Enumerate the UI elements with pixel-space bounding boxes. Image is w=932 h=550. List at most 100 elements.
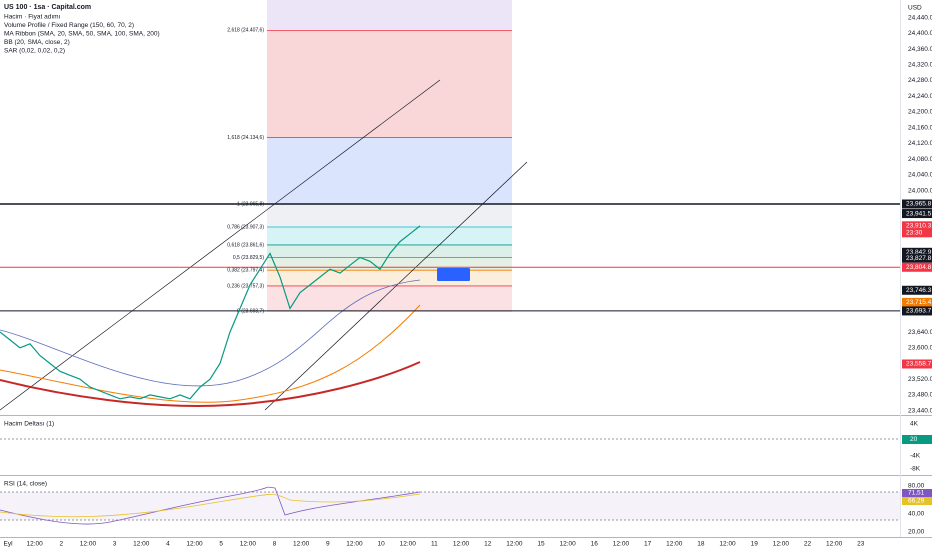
indicator-label: Hacim · Fiyat adımı bbox=[4, 14, 61, 21]
price-badge bbox=[902, 306, 932, 316]
price-tick-label: 24,040.0 bbox=[908, 172, 932, 179]
indicator-label: BB (20, SMA, close, 2) bbox=[4, 39, 70, 46]
time-tick-label: 17 bbox=[644, 541, 652, 548]
price-badge bbox=[902, 199, 932, 209]
time-tick-label: 12:00 bbox=[240, 541, 257, 548]
time-tick-label: 12:00 bbox=[666, 541, 683, 548]
price-tick-label: 24,280.0 bbox=[908, 77, 932, 84]
price-badge-label: 23,746.3 bbox=[906, 287, 932, 294]
time-tick-label: 12:00 bbox=[773, 541, 790, 548]
fib-zone-band bbox=[267, 257, 512, 271]
time-tick-label: 5 bbox=[219, 541, 223, 548]
time-tick-label: 11 bbox=[431, 541, 438, 548]
delta-tick-label: -4K bbox=[910, 453, 921, 460]
position-box[interactable] bbox=[437, 268, 470, 281]
price-tick-label: 24,200.0 bbox=[908, 109, 932, 116]
price-tick-label: 24,440.0 bbox=[908, 14, 932, 21]
currency: USD bbox=[908, 5, 922, 12]
pane-title: RSI (14, close) bbox=[4, 481, 47, 488]
time-tick-label: 12:00 bbox=[293, 541, 310, 548]
symbol: US 100 · 1sa · Capital.com bbox=[4, 4, 91, 11]
price-badge bbox=[902, 253, 932, 263]
price-badge-label: 23,827.8 bbox=[906, 255, 932, 262]
price-tick-label: 24,320.0 bbox=[908, 62, 932, 69]
time-tick-label: 12:00 bbox=[80, 541, 97, 548]
fib-zone-band bbox=[267, 285, 512, 311]
price-tick-label: 24,120.0 bbox=[908, 140, 932, 147]
price-tick-label: 24,360.0 bbox=[908, 46, 932, 53]
time-axis: Eyl 12:00 2 12:00 3 12:00 4 12:00 5 12:00 8 12:00 9 1… bbox=[3, 541, 864, 548]
price-badge-label: 23,965.8 bbox=[906, 201, 932, 208]
price-badge-label: 23,842.9 bbox=[906, 249, 932, 256]
volume-delta-pane: Hacim Deltası (1) 4K -4K -8K 20 bbox=[0, 421, 932, 473]
time-tick-label: 12:00 bbox=[613, 541, 630, 548]
price-axis: USD 24,440.0 24,400.0 24,360.0 24,320.0 24,28… bbox=[902, 5, 932, 414]
fib-label: 0,618 (23.861,6) bbox=[227, 242, 264, 248]
time-tick-label: 15 bbox=[537, 541, 545, 548]
fib-zone-band bbox=[267, 244, 512, 258]
price-badge bbox=[902, 247, 932, 257]
pane-title: Hacim Deltası (1) bbox=[4, 421, 54, 428]
rsi-tick-label: 80,00 bbox=[908, 483, 925, 490]
fib-zone-band bbox=[267, 30, 512, 138]
delta-badge bbox=[902, 435, 932, 444]
rsi-badge-label: 66,29 bbox=[908, 498, 925, 505]
time-tick-label: 12 bbox=[484, 541, 492, 548]
price-tick-label: 23,600.0 bbox=[908, 344, 932, 351]
ma-50 bbox=[0, 279, 421, 387]
time-tick-label: 4 bbox=[166, 541, 170, 548]
time-tick-label: 9 bbox=[326, 541, 330, 548]
price-tick-label: 24,160.0 bbox=[908, 124, 932, 131]
indicator-label: MA Ribbon (SMA, 20, SMA, 50, SMA, 100, S… bbox=[4, 31, 160, 38]
rsi-tick-label: 20,00 bbox=[908, 529, 925, 536]
price-tick-label: 23,480.0 bbox=[908, 392, 932, 399]
trend-line bbox=[0, 79, 441, 411]
price-badge bbox=[902, 285, 932, 295]
time-tick-label: 12:00 bbox=[453, 541, 470, 548]
fib-label: 1,618 (24.134,6) bbox=[227, 135, 264, 141]
time-tick-label: 12:00 bbox=[186, 541, 203, 548]
price-badge bbox=[902, 297, 932, 307]
time-tick-label: 18 bbox=[697, 541, 705, 548]
rsi-badge bbox=[902, 489, 932, 497]
time-tick-label: 19 bbox=[751, 541, 759, 548]
price-badge bbox=[902, 262, 932, 272]
rsi-ma bbox=[0, 493, 421, 518]
indicator-label: Volume Profile / Fixed Range (150, 60, 7… bbox=[4, 22, 134, 29]
fib-zone-band bbox=[267, 204, 512, 227]
fib-label: 0,786 (23.907,3) bbox=[227, 224, 264, 230]
time-tick-label: 12:00 bbox=[719, 541, 736, 548]
time-tick-label: 16 bbox=[591, 541, 599, 548]
ma-200 bbox=[0, 361, 421, 407]
price-tick-label: 23,440.0 bbox=[908, 407, 932, 414]
ma-100 bbox=[0, 304, 421, 403]
time-tick-label: 3 bbox=[113, 541, 117, 548]
delta-tick-label: 4K bbox=[910, 421, 919, 428]
time-tick-label: 22 bbox=[804, 541, 812, 548]
time-tick-label: 10 bbox=[377, 541, 385, 548]
time-tick-label: 12:00 bbox=[506, 541, 523, 548]
price-tick-label: 24,080.0 bbox=[908, 156, 932, 163]
time-tick-label: 12:00 bbox=[400, 541, 417, 548]
fib-zone-band bbox=[267, 226, 512, 245]
price-badge bbox=[902, 359, 932, 369]
price-tick-label: 23,640.0 bbox=[908, 329, 932, 336]
rsi-line bbox=[0, 486, 421, 525]
rsi-tick-label: 40,00 bbox=[908, 511, 925, 518]
price-badge-label: 23,910.3 bbox=[906, 223, 932, 230]
indicator-label: SAR (0,02, 0,02, 0,2) bbox=[4, 48, 65, 55]
legend: US 100 · 1sa · Capital.com Hacim · Fiyat … bbox=[4, 4, 160, 55]
price-badge-label: 23,715.4 bbox=[906, 299, 932, 306]
time-tick-label: 12:00 bbox=[27, 541, 44, 548]
price-badge-label: 23,558.7 bbox=[906, 361, 932, 368]
time-tick-label: 12:00 bbox=[826, 541, 843, 548]
countdown: 23:30 bbox=[906, 230, 923, 237]
time-tick-label: 2 bbox=[59, 541, 63, 548]
time-tick-label: 23 bbox=[857, 541, 865, 548]
fib-top bbox=[267, 0, 512, 31]
price-tick-label: 24,240.0 bbox=[908, 93, 932, 100]
fib-label: 0,382 (23.797,4) bbox=[227, 268, 264, 274]
fib-label: 0,5 (23.829,5) bbox=[233, 255, 264, 261]
